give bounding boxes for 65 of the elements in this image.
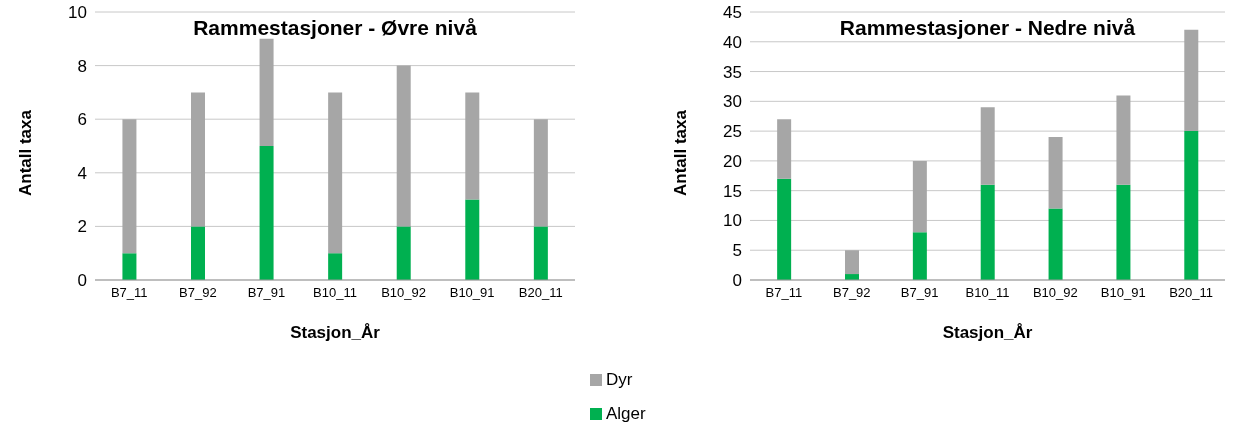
- bar: [777, 178, 792, 280]
- bar: [533, 119, 548, 227]
- x-tick-label: B10_91: [449, 285, 495, 301]
- bar: [465, 199, 480, 280]
- bar: [1116, 184, 1131, 280]
- bar: [191, 92, 205, 227]
- bar: [259, 38, 274, 146]
- bar: [912, 232, 927, 280]
- legend-label: Dyr: [606, 370, 633, 390]
- bar: [912, 160, 927, 233]
- bar: [328, 253, 343, 280]
- y-axis-title: Antall taxa: [671, 109, 691, 196]
- bar: [980, 107, 995, 185]
- bar: [396, 226, 411, 280]
- y-tick-label: 0: [77, 271, 87, 291]
- bar: [191, 226, 205, 280]
- y-tick-label: 20: [723, 151, 742, 171]
- x-tick-label: B10_92: [1032, 285, 1078, 301]
- y-tick-label: 15: [723, 181, 742, 201]
- x-tick-label: B10_11: [965, 285, 1010, 301]
- bar: [259, 146, 274, 280]
- y-tick-label: 2: [77, 217, 87, 237]
- x-axis-title: Stasjon_År: [290, 323, 381, 342]
- y-tick-label: 5: [732, 241, 742, 261]
- x-tick-label: B7_11: [110, 285, 148, 301]
- bar: [845, 250, 859, 275]
- y-tick-label: 0: [732, 271, 742, 291]
- y-tick-label: 4: [77, 163, 87, 183]
- y-tick-label: 30: [723, 92, 742, 112]
- bar: [1048, 137, 1063, 209]
- bar: [777, 119, 792, 179]
- y-tick-label: 10: [723, 211, 742, 231]
- bar: [465, 92, 480, 200]
- y-tick-label: 6: [77, 110, 87, 130]
- x-tick-label: B10_11: [313, 285, 357, 301]
- y-tick-label: 8: [77, 56, 87, 76]
- x-tick-label: B7_92: [832, 285, 871, 301]
- x-tick-label: B10_92: [381, 285, 426, 301]
- bar: [122, 119, 137, 254]
- x-tick-label: B7_11: [765, 285, 803, 301]
- bar: [533, 226, 548, 280]
- chart-title: Rammestasjoner - Øvre nivå: [192, 16, 478, 40]
- y-tick-label: 40: [723, 32, 742, 52]
- bar: [1184, 29, 1199, 132]
- bar: [122, 253, 137, 280]
- bar: [980, 184, 995, 280]
- chart-title: Rammestasjoner - Nedre nivå: [838, 16, 1137, 40]
- bar: [396, 65, 411, 227]
- x-tick-label: B20_11: [1169, 285, 1213, 301]
- x-tick-label: B10_91: [1100, 285, 1146, 301]
- legend-label: Alger: [606, 404, 646, 424]
- y-tick-label: 10: [68, 3, 87, 23]
- y-axis-title: Antall taxa: [16, 109, 36, 196]
- bar: [1116, 95, 1131, 185]
- bar: [1184, 131, 1199, 280]
- y-tick-label: 25: [723, 122, 742, 142]
- bar: [328, 92, 343, 254]
- y-tick-label: 35: [723, 62, 742, 82]
- x-tick-label: B7_92: [179, 285, 217, 301]
- y-tick-label: 45: [723, 3, 742, 23]
- x-tick-label: B20_11: [518, 285, 563, 301]
- x-tick-label: B7_91: [247, 285, 286, 301]
- x-axis-title: Stasjon_År: [942, 323, 1033, 342]
- x-tick-label: B7_91: [900, 285, 939, 301]
- bar: [1048, 208, 1063, 280]
